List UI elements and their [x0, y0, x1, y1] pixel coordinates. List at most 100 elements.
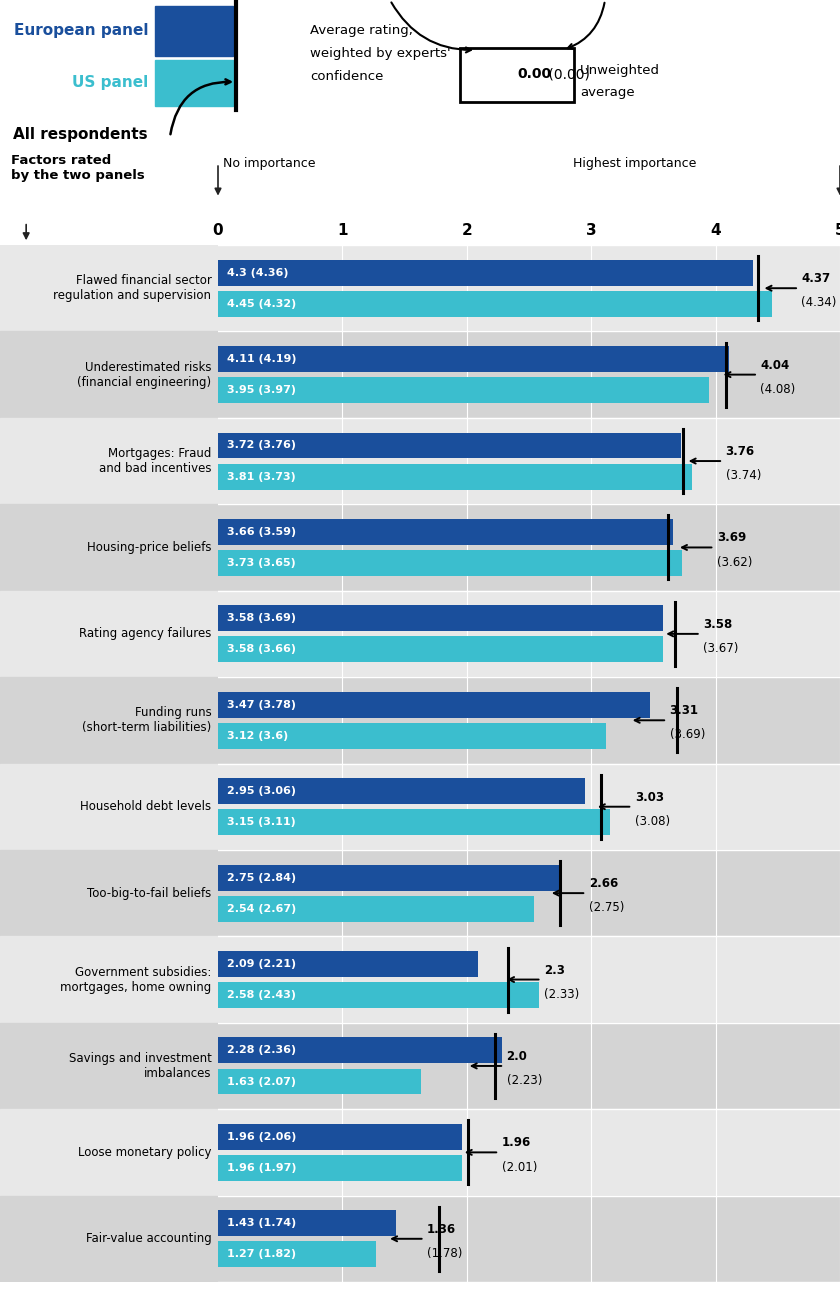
- Bar: [218, 591, 840, 677]
- Text: Flawed financial sector
regulation and supervision: Flawed financial sector regulation and s…: [54, 274, 212, 303]
- Bar: [218, 1023, 840, 1110]
- Text: (2.01): (2.01): [501, 1161, 537, 1174]
- Bar: [218, 1155, 462, 1180]
- Bar: [218, 850, 840, 937]
- Bar: [218, 692, 649, 718]
- Text: 3.58 (3.69): 3.58 (3.69): [227, 613, 296, 624]
- Text: 3.47 (3.78): 3.47 (3.78): [227, 700, 296, 710]
- Bar: [218, 377, 710, 403]
- Bar: [218, 764, 840, 850]
- Bar: [0, 418, 218, 504]
- Bar: [218, 937, 840, 1023]
- Text: 2.28 (2.36): 2.28 (2.36): [227, 1045, 296, 1056]
- Bar: [218, 432, 680, 458]
- Text: 1.43 (1.74): 1.43 (1.74): [227, 1218, 296, 1229]
- Bar: [218, 1196, 840, 1282]
- Bar: [218, 865, 560, 891]
- Bar: [218, 1242, 376, 1267]
- Bar: [218, 504, 840, 591]
- Bar: [0, 1023, 218, 1110]
- Text: (2.23): (2.23): [507, 1074, 542, 1087]
- Text: 2.3: 2.3: [544, 964, 564, 976]
- Bar: [218, 1038, 501, 1064]
- Text: (0.00): (0.00): [544, 67, 590, 81]
- Text: Fair-value accounting: Fair-value accounting: [86, 1233, 212, 1246]
- Text: (4.08): (4.08): [760, 383, 795, 396]
- Text: 3.72 (3.76): 3.72 (3.76): [227, 440, 296, 451]
- Text: 3.73 (3.65): 3.73 (3.65): [227, 558, 296, 569]
- Text: 2: 2: [461, 223, 472, 237]
- Bar: [218, 982, 539, 1009]
- Bar: [218, 418, 840, 504]
- Text: (2.75): (2.75): [589, 901, 624, 914]
- Text: 3.58: 3.58: [703, 618, 732, 631]
- Text: Funding runs
(short-term liabilities): Funding runs (short-term liabilities): [82, 706, 212, 735]
- Text: 3.81 (3.73): 3.81 (3.73): [227, 472, 296, 482]
- Bar: [0, 1110, 218, 1196]
- Text: 4.11 (4.19): 4.11 (4.19): [227, 354, 297, 364]
- Bar: [218, 810, 610, 836]
- Text: US panel: US panel: [71, 75, 148, 89]
- Text: Factors rated
by the two panels: Factors rated by the two panels: [11, 153, 144, 182]
- Text: 1: 1: [337, 223, 348, 237]
- Bar: [0, 591, 218, 677]
- Bar: [218, 1069, 421, 1094]
- Bar: [0, 1196, 218, 1282]
- Bar: [0, 331, 218, 418]
- Text: 4.04: 4.04: [760, 359, 790, 372]
- Text: 2.75 (2.84): 2.75 (2.84): [227, 872, 296, 883]
- Text: (2.33): (2.33): [544, 988, 579, 1001]
- Text: 2.58 (2.43): 2.58 (2.43): [227, 990, 296, 1000]
- Bar: [218, 778, 585, 804]
- Text: 1.96 (2.06): 1.96 (2.06): [227, 1132, 296, 1142]
- Bar: [0, 677, 218, 764]
- Text: (3.62): (3.62): [717, 555, 752, 569]
- Bar: [155, 7, 233, 56]
- Text: 3.12 (3.6): 3.12 (3.6): [227, 731, 288, 741]
- Text: 2.0: 2.0: [507, 1049, 528, 1062]
- Text: Mortgages: Fraud
and bad incentives: Mortgages: Fraud and bad incentives: [99, 447, 212, 476]
- Text: confidence: confidence: [310, 69, 383, 83]
- Text: Household debt levels: Household debt levels: [81, 800, 212, 814]
- FancyBboxPatch shape: [460, 48, 574, 102]
- Bar: [218, 951, 478, 977]
- Bar: [0, 764, 218, 850]
- Text: 4.3 (4.36): 4.3 (4.36): [227, 267, 288, 278]
- Text: 4.37: 4.37: [801, 272, 831, 286]
- Text: Government subsidies:
mortgages, home owning: Government subsidies: mortgages, home ow…: [60, 965, 212, 993]
- Bar: [0, 850, 218, 937]
- Text: weighted by experts': weighted by experts': [310, 47, 450, 60]
- Text: 5: 5: [835, 223, 840, 237]
- Bar: [218, 550, 682, 576]
- Bar: [0, 245, 218, 331]
- Text: 3.95 (3.97): 3.95 (3.97): [227, 385, 296, 396]
- Text: (3.74): (3.74): [726, 469, 761, 482]
- Bar: [218, 637, 664, 663]
- Text: 0: 0: [213, 223, 223, 237]
- Bar: [218, 677, 840, 764]
- Text: (1.78): (1.78): [427, 1247, 462, 1260]
- Text: 2.66: 2.66: [589, 878, 618, 889]
- Text: 1.63 (2.07): 1.63 (2.07): [227, 1077, 296, 1086]
- Text: 3.69: 3.69: [717, 532, 746, 545]
- Text: 2.54 (2.67): 2.54 (2.67): [227, 904, 296, 913]
- Text: (3.67): (3.67): [703, 642, 738, 655]
- Text: (3.69): (3.69): [669, 728, 705, 741]
- Text: 3: 3: [585, 223, 596, 237]
- Text: Highest importance: Highest importance: [573, 157, 696, 170]
- Text: European panel: European panel: [13, 22, 148, 38]
- Text: 2.09 (2.21): 2.09 (2.21): [227, 959, 296, 969]
- Text: 3.03: 3.03: [635, 791, 664, 804]
- Text: Loose monetary policy: Loose monetary policy: [78, 1146, 212, 1159]
- Bar: [218, 1210, 396, 1237]
- Bar: [218, 1110, 840, 1196]
- Text: (3.08): (3.08): [635, 815, 669, 828]
- Text: 2.95 (3.06): 2.95 (3.06): [227, 786, 296, 796]
- Text: Average rating,: Average rating,: [310, 24, 413, 37]
- Text: 3.58 (3.66): 3.58 (3.66): [227, 645, 296, 655]
- Bar: [218, 245, 840, 331]
- Bar: [218, 464, 692, 490]
- Text: 4: 4: [711, 223, 721, 237]
- Bar: [218, 259, 753, 286]
- Bar: [218, 331, 840, 418]
